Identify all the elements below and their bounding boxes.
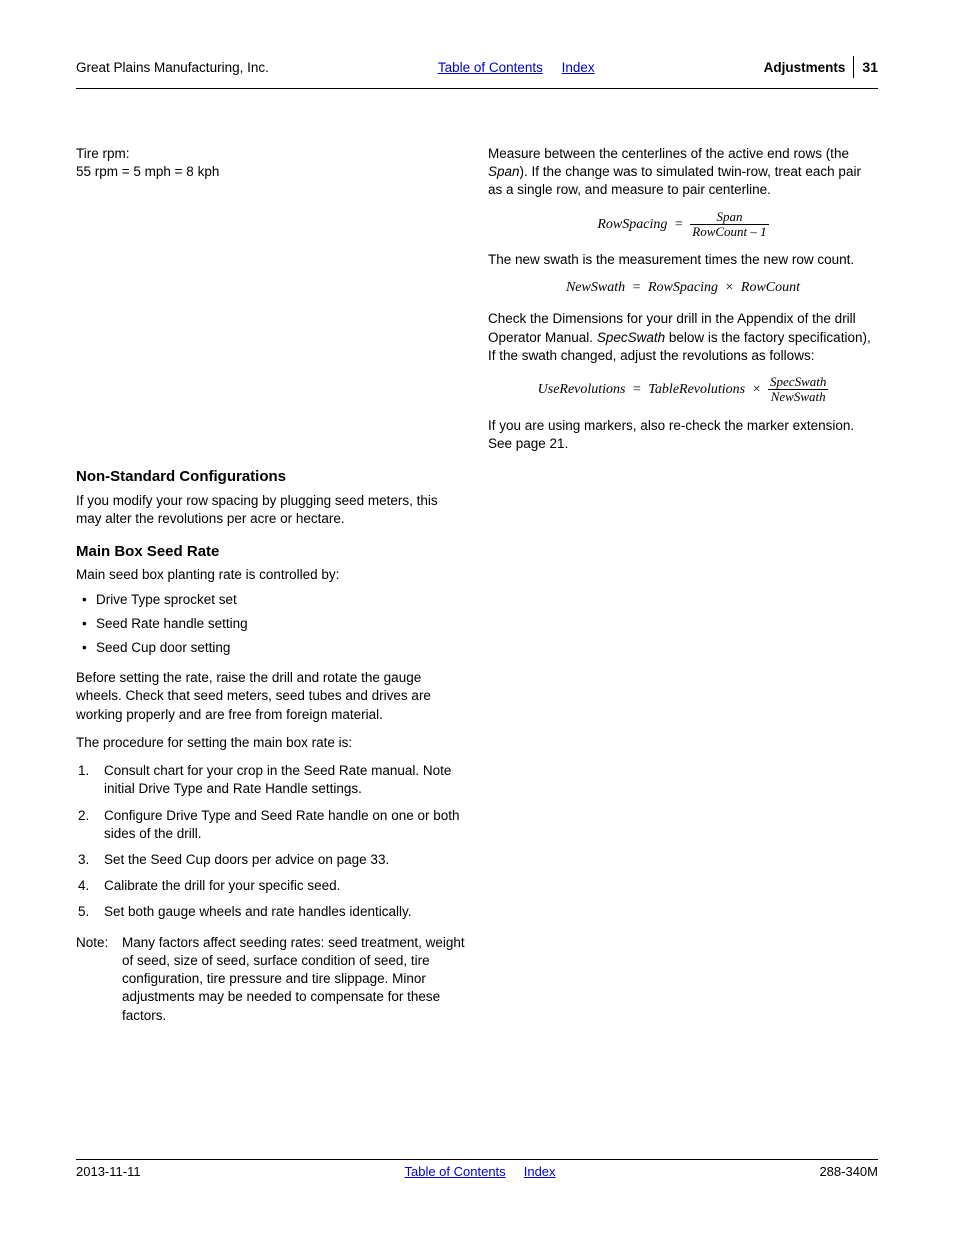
footer-rule [76, 1159, 878, 1160]
para-nonstandard: If you modify your row spacing by pluggi… [76, 492, 466, 528]
footer-date: 2013-11-11 [76, 1164, 141, 1179]
eq-equals: = [629, 280, 645, 295]
left-column: Tire rpm: 55 rpm = 5 mph = 8 kph Non-Sta… [76, 145, 466, 1035]
list-item: Set the Seed Cup doors per advice on pag… [76, 851, 466, 869]
para-markers: If you are using markers, also re-check … [488, 417, 878, 453]
eq-lhs: UseRevolutions [538, 382, 626, 397]
footer-nav: Table of Contents Index [141, 1164, 820, 1179]
page-number: 31 [862, 59, 878, 75]
section-name: Adjustments [764, 60, 846, 75]
index-link[interactable]: Index [562, 60, 595, 75]
tire-rpm-eq: 55 rpm = 5 mph = 8 kph [76, 163, 466, 181]
header-nav: Table of Contents Index [269, 60, 764, 75]
heading-nonstandard: Non-Standard Configurations [76, 467, 466, 487]
para-main-intro: Main seed box planting rate is controlle… [76, 566, 466, 584]
procedure-list: Consult chart for your crop in the Seed … [76, 762, 466, 922]
span-term: Span [488, 164, 520, 179]
eq-numerator: Span [690, 210, 768, 225]
list-item: Configure Drive Type and Seed Rate handl… [76, 807, 466, 843]
list-item: Set both gauge wheels and rate handles i… [76, 903, 466, 921]
list-item: Drive Type sprocket set [76, 591, 466, 609]
footer-docnum: 288-340M [819, 1164, 878, 1179]
page-content: Tire rpm: 55 rpm = 5 mph = 8 kph Non-Sta… [76, 145, 878, 1035]
equation-rowspacing: RowSpacing = Span RowCount – 1 [488, 210, 878, 240]
column-spacer [76, 191, 466, 453]
para-before-setting: Before setting the rate, raise the drill… [76, 669, 466, 724]
specswath-term: SpecSwath [597, 330, 665, 345]
list-item: Calibrate the drill for your specific se… [76, 877, 466, 895]
eq-fraction: Span RowCount – 1 [690, 210, 768, 240]
footer-toc-link[interactable]: Table of Contents [404, 1164, 505, 1179]
para-measure: Measure between the centerlines of the a… [488, 145, 878, 200]
equation-userevolutions: UseRevolutions = TableRevolutions × Spec… [488, 375, 878, 405]
header-section: Adjustments 31 [764, 56, 878, 78]
page-header: Great Plains Manufacturing, Inc. Table o… [76, 56, 878, 84]
eq-term: TableRevolutions [648, 382, 745, 397]
heading-main-box: Main Box Seed Rate [76, 542, 466, 562]
list-item: Seed Cup door setting [76, 639, 466, 657]
footer-row: 2013-11-11 Table of Contents Index 288-3… [76, 1164, 878, 1179]
page-footer: 2013-11-11 Table of Contents Index 288-3… [76, 1155, 878, 1179]
right-column: Measure between the centerlines of the a… [488, 145, 878, 1035]
eq-lhs: RowSpacing [597, 217, 667, 232]
eq-term: RowSpacing [648, 280, 718, 295]
eq-term: RowCount [741, 280, 800, 295]
eq-numerator: SpecSwath [768, 375, 828, 390]
header-rule [76, 88, 878, 89]
bullet-list: Drive Type sprocket set Seed Rate handle… [76, 591, 466, 658]
eq-fraction: SpecSwath NewSwath [768, 375, 828, 405]
eq-times: × [722, 280, 738, 295]
eq-equals: = [671, 217, 687, 232]
text-fragment: Measure between the centerlines of the a… [488, 146, 849, 161]
eq-denominator: RowCount – 1 [690, 225, 768, 239]
eq-denominator: NewSwath [768, 390, 828, 404]
list-item: Seed Rate handle setting [76, 615, 466, 633]
header-separator [853, 56, 854, 78]
note-block: Note: Many factors affect seeding rates:… [76, 934, 466, 1025]
eq-equals: = [629, 382, 645, 397]
para-newswath: The new swath is the measurement times t… [488, 251, 878, 269]
note-label: Note: [76, 934, 116, 1025]
eq-lhs: NewSwath [566, 280, 625, 295]
para-check-dimensions: Check the Dimensions for your drill in t… [488, 310, 878, 365]
para-procedure-intro: The procedure for setting the main box r… [76, 734, 466, 752]
header-company: Great Plains Manufacturing, Inc. [76, 60, 269, 75]
footer-index-link[interactable]: Index [524, 1164, 556, 1179]
text-fragment: ). If the change was to simulated twin-r… [488, 164, 861, 197]
equation-newswath: NewSwath = RowSpacing × RowCount [488, 279, 878, 298]
tire-rpm-label: Tire rpm: [76, 145, 466, 163]
eq-times: × [749, 382, 765, 397]
toc-link[interactable]: Table of Contents [438, 60, 543, 75]
list-item: Consult chart for your crop in the Seed … [76, 762, 466, 798]
note-body: Many factors affect seeding rates: seed … [122, 934, 466, 1025]
